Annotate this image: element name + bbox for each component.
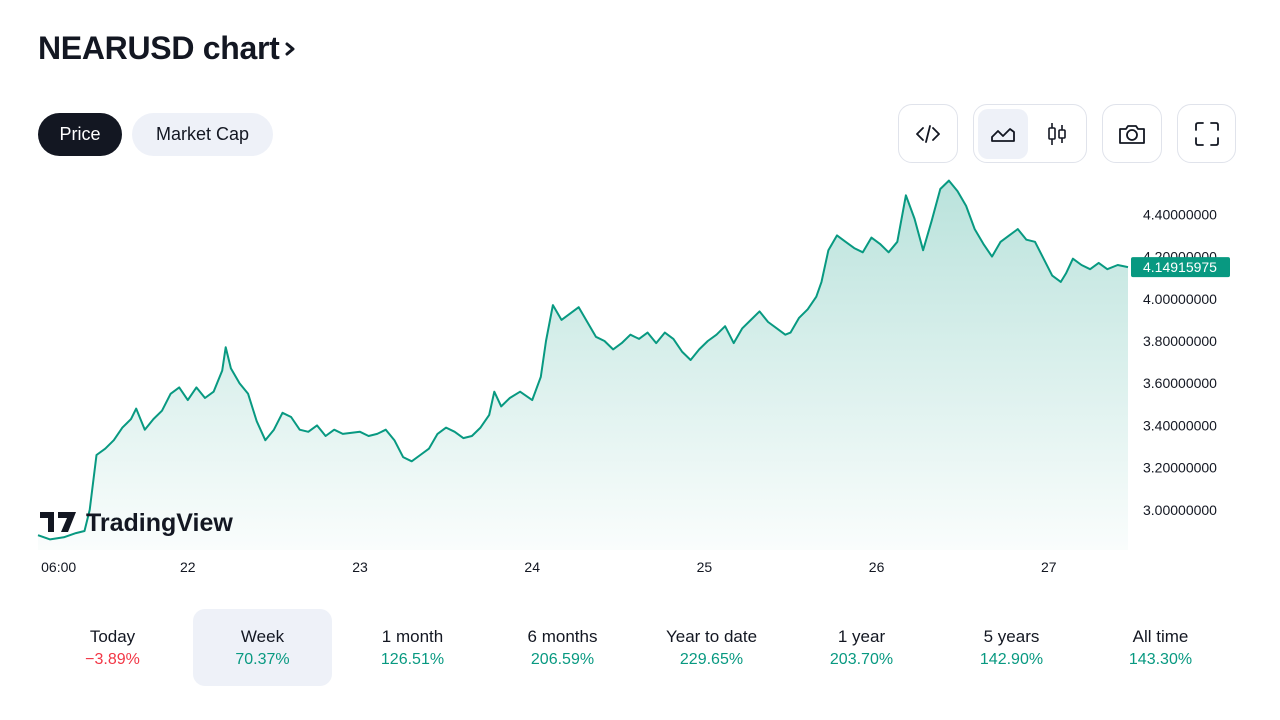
- candlestick-chart-button[interactable]: [1032, 109, 1082, 159]
- x-tick-label: 22: [180, 559, 196, 575]
- range-change: 126.51%: [380, 650, 445, 668]
- range-today[interactable]: Today −3.89%: [43, 609, 182, 686]
- embed-button-group: [898, 104, 958, 163]
- fullscreen-button[interactable]: [1182, 109, 1232, 159]
- y-tick-label: 3.60000000: [1143, 375, 1217, 391]
- fullscreen-button-group: [1177, 104, 1236, 163]
- page-title[interactable]: NEARUSD chart: [38, 30, 299, 67]
- x-tick-label: 27: [1041, 559, 1057, 575]
- range-label: 6 months: [527, 626, 598, 646]
- embed-code-icon: [916, 124, 940, 143]
- range-label: Today: [89, 626, 136, 646]
- snapshot-button[interactable]: [1107, 109, 1157, 159]
- y-tick-label: 3.00000000: [1143, 502, 1217, 518]
- range-change: 203.70%: [829, 650, 894, 668]
- range-label: 1 month: [381, 626, 444, 646]
- range-change: 229.65%: [679, 650, 744, 668]
- area-chart-icon: [991, 127, 1015, 142]
- price-area-fill: [38, 180, 1128, 550]
- range-1-month[interactable]: 1 month 126.51%: [343, 609, 482, 686]
- range-all-time[interactable]: All time 143.30%: [1091, 609, 1230, 686]
- x-axis: 06:00 22 23 24 25 26 27: [41, 559, 1057, 575]
- fullscreen-icon: [1194, 121, 1219, 146]
- tab-price-label: Price: [59, 124, 101, 144]
- performance-ranges: Today −3.89% Week 70.37% 1 month 126.51%…: [0, 609, 1280, 686]
- y-tick-label: 4.40000000: [1143, 206, 1217, 222]
- y-tick-label: 3.40000000: [1143, 417, 1217, 433]
- price-line: [37, 179, 1129, 541]
- snapshot-button-group: [1102, 104, 1162, 163]
- tradingview-wordmark: TradingView: [86, 509, 233, 537]
- chevron-right-icon: [285, 42, 295, 55]
- last-price-badge: [1131, 257, 1230, 278]
- range-change: 70.37%: [235, 650, 290, 668]
- x-tick-label: 06:00: [41, 559, 76, 575]
- last-price-marker: 4.14915975: [1131, 257, 1230, 278]
- range-6-months[interactable]: 6 months 206.59%: [493, 609, 632, 686]
- x-tick-label: 25: [697, 559, 713, 575]
- embed-button[interactable]: [903, 109, 953, 159]
- range-year-to-date[interactable]: Year to date 229.65%: [642, 609, 781, 686]
- tab-market-cap[interactable]: Market Cap: [132, 113, 273, 156]
- camera-icon: [1119, 124, 1145, 144]
- range-label: Week: [240, 626, 285, 646]
- range-change: 143.30%: [1128, 650, 1193, 668]
- y-tick-label: 3.20000000: [1143, 460, 1217, 476]
- x-tick-label: 24: [524, 559, 540, 575]
- range-change: −3.89%: [85, 650, 140, 668]
- chart-type-group: [973, 104, 1087, 163]
- range-week[interactable]: Week 70.37%: [193, 609, 332, 686]
- last-price-label: 4.14915975: [1143, 259, 1217, 275]
- range-change: 206.59%: [530, 650, 595, 668]
- range-label: Year to date: [665, 626, 758, 646]
- x-tick-label: 23: [352, 559, 368, 575]
- tradingview-logo-icon: [40, 512, 76, 532]
- range-label: 5 years: [983, 626, 1040, 646]
- range-5-years[interactable]: 5 years 142.90%: [942, 609, 1081, 686]
- tradingview-logo: TradingView: [40, 509, 233, 537]
- x-tick-label: 26: [869, 559, 885, 575]
- candlestick-icon: [1048, 122, 1066, 145]
- y-axis: 4.400000004.200000004.000000003.80000000…: [1143, 206, 1217, 518]
- range-label: 1 year: [837, 626, 886, 646]
- y-tick-label: 3.80000000: [1143, 333, 1217, 349]
- area-chart-button[interactable]: [978, 108, 1028, 159]
- page-title-text: NEARUSD chart: [38, 30, 280, 66]
- y-tick-label: 4.00000000: [1143, 291, 1217, 307]
- range-change: 142.90%: [979, 650, 1044, 668]
- tab-price[interactable]: Price: [38, 113, 122, 156]
- range-label: All time: [1132, 626, 1189, 646]
- tab-market-cap-label: Market Cap: [155, 124, 250, 144]
- price-chart[interactable]: 4.400000004.200000004.000000003.80000000…: [0, 170, 1280, 590]
- range-1-year[interactable]: 1 year 203.70%: [792, 609, 931, 686]
